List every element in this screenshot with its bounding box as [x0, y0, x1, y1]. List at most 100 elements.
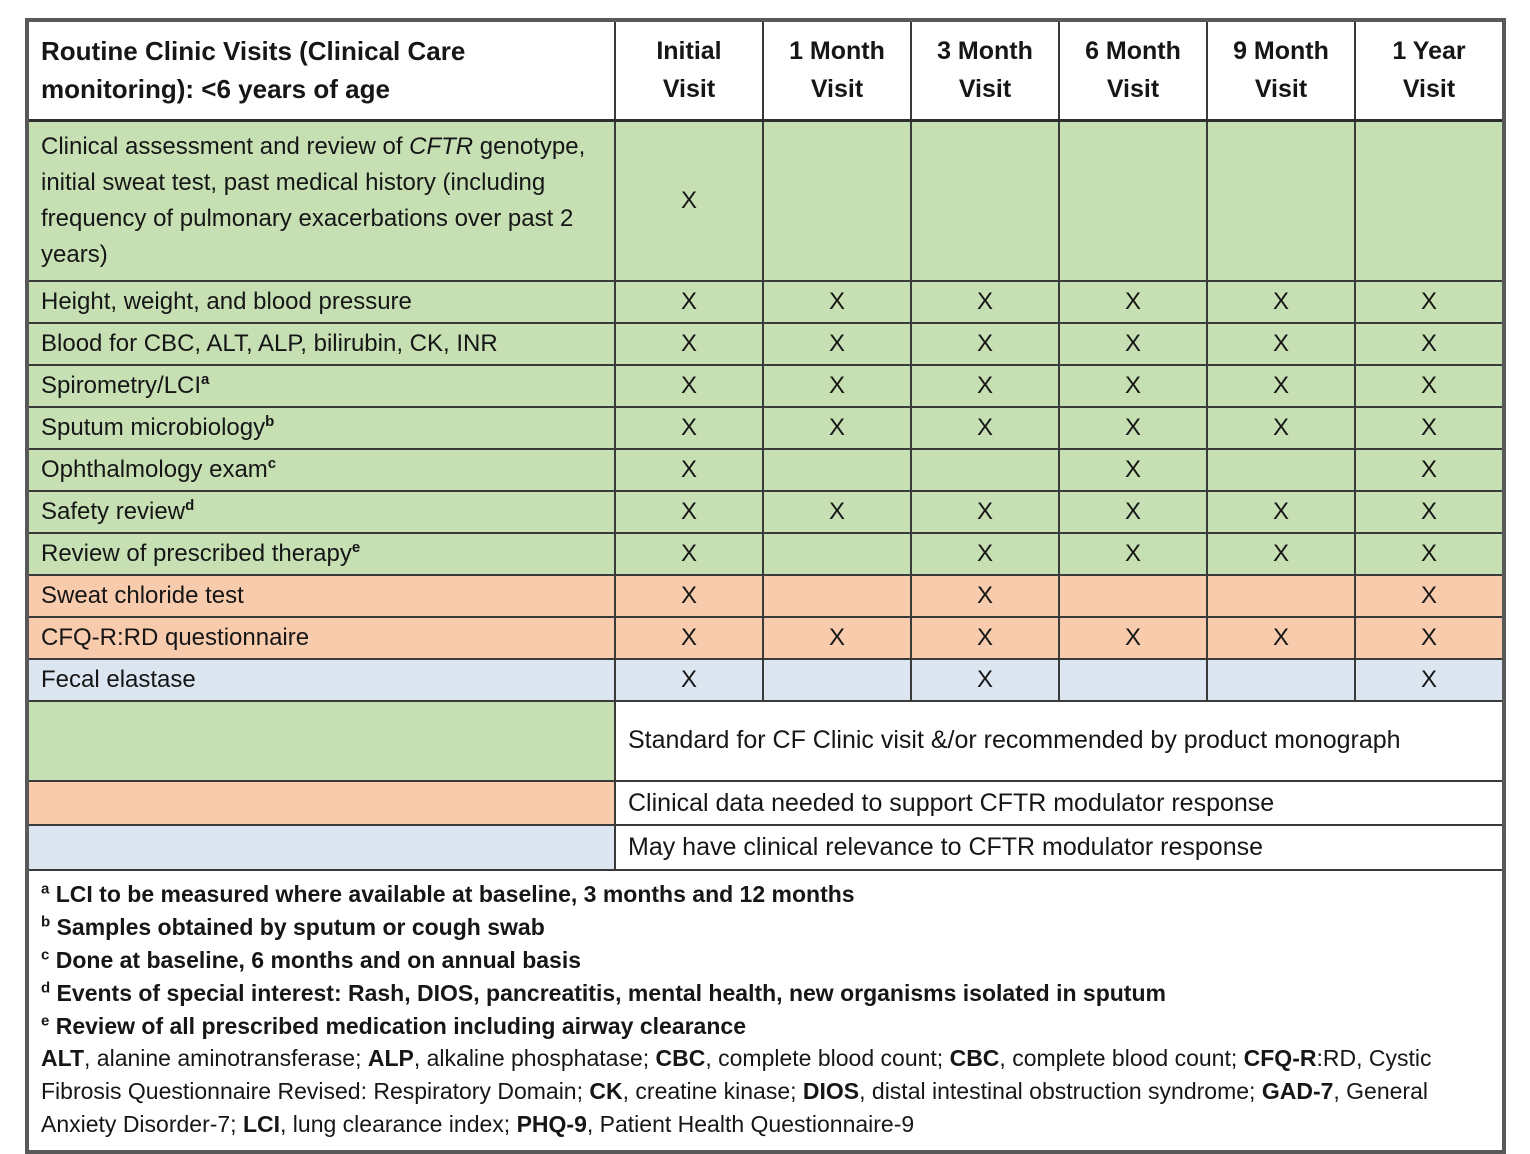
visit-mark-cell: X: [1354, 405, 1505, 450]
legend-swatch-blue: [26, 824, 616, 871]
visit-mark-cell: X: [614, 321, 764, 366]
row-label: Fecal elastase: [26, 657, 616, 702]
visit-mark-cell: [1058, 119, 1208, 282]
visit-mark-cell: X: [614, 119, 764, 282]
visit-mark-cell: X: [762, 405, 912, 450]
table-row: Sweat chloride test X X X: [26, 573, 1505, 618]
visit-mark-cell: [1058, 657, 1208, 702]
visit-mark-cell: X: [614, 363, 764, 408]
visit-mark-cell: X: [1354, 363, 1505, 408]
visit-mark-cell: X: [1354, 447, 1505, 492]
table-row: Fecal elastase X X X: [26, 657, 1505, 702]
visit-mark-cell: [762, 573, 912, 618]
legend-swatch-green: [26, 699, 616, 782]
legend-row: Standard for CF Clinic visit &/or recomm…: [26, 699, 1505, 782]
table-title: Routine Clinic Visits (Clinical Care mon…: [26, 19, 616, 122]
visit-mark-cell: X: [1354, 657, 1505, 702]
visit-mark-cell: [1206, 573, 1356, 618]
table-row: Spirometry/LCIa X X X X X X: [26, 363, 1505, 408]
footnote: b Samples obtained by sputum or cough sw…: [41, 913, 545, 940]
visit-mark-cell: X: [910, 531, 1060, 576]
visit-mark-cell: X: [1058, 489, 1208, 534]
visit-mark-cell: [762, 531, 912, 576]
document-page: Routine Clinic Visits (Clinical Care mon…: [25, 18, 1506, 1154]
visit-mark-cell: X: [1206, 279, 1356, 324]
table-row: Height, weight, and blood pressure X X X X X X: [26, 279, 1505, 324]
footnotes-section: a LCI to be measured where available at …: [26, 869, 1505, 1153]
table-row: Review of prescribed therapye X X X X X: [26, 531, 1505, 576]
visit-mark-cell: X: [1354, 573, 1505, 618]
legend-section: Standard for CF Clinic visit &/or recomm…: [26, 699, 1505, 871]
row-label: Sputum microbiologyb: [26, 405, 616, 450]
visit-mark-cell: X: [910, 363, 1060, 408]
column-header: 3 Month Visit: [910, 19, 1060, 122]
footnotes-cell: a LCI to be measured where available at …: [26, 869, 1505, 1153]
row-label: Review of prescribed therapye: [26, 531, 616, 576]
visit-mark-cell: X: [762, 363, 912, 408]
table-body: Clinical assessment and review of CFTR g…: [26, 119, 1505, 702]
visit-mark-cell: X: [910, 279, 1060, 324]
column-header: 6 Month Visit: [1058, 19, 1208, 122]
visit-mark-cell: X: [614, 657, 764, 702]
visit-mark-cell: X: [1058, 447, 1208, 492]
legend-row: Clinical data needed to support CFTR mod…: [26, 779, 1505, 827]
visit-mark-cell: [1206, 119, 1356, 282]
visit-mark-cell: X: [1354, 279, 1505, 324]
visit-mark-cell: [1058, 573, 1208, 618]
table-row: CFQ-R:RD questionnaire X X X X X X: [26, 615, 1505, 660]
clinic-visits-table: Routine Clinic Visits (Clinical Care mon…: [25, 18, 1506, 1154]
row-label: Ophthalmology examc: [26, 447, 616, 492]
column-header: Initial Visit: [614, 19, 764, 122]
visit-mark-cell: [762, 447, 912, 492]
visit-mark-cell: X: [762, 489, 912, 534]
visit-mark-cell: X: [910, 615, 1060, 660]
legend-text: Standard for CF Clinic visit &/or recomm…: [614, 699, 1505, 782]
column-header: 1 Year Visit: [1354, 19, 1505, 122]
visit-mark-cell: X: [1058, 615, 1208, 660]
visit-mark-cell: X: [614, 531, 764, 576]
visit-mark-cell: X: [1206, 489, 1356, 534]
table-row: Ophthalmology examc X X X: [26, 447, 1505, 492]
visit-mark-cell: X: [614, 573, 764, 618]
legend-swatch-orange: [26, 779, 616, 827]
visit-mark-cell: X: [1354, 321, 1505, 366]
visit-mark-cell: X: [1058, 363, 1208, 408]
visit-mark-cell: X: [1206, 615, 1356, 660]
footnote: e Review of all prescribed medication in…: [41, 1011, 746, 1039]
footnote: d Events of special interest: Rash, DIOS…: [41, 978, 1166, 1006]
row-label: Safety reviewd: [26, 489, 616, 534]
visit-mark-cell: X: [910, 405, 1060, 450]
visit-mark-cell: X: [614, 447, 764, 492]
visit-mark-cell: X: [762, 615, 912, 660]
row-label: Sweat chloride test: [26, 573, 616, 618]
visit-mark-cell: X: [1058, 405, 1208, 450]
row-label: Blood for CBC, ALT, ALP, bilirubin, CK, …: [26, 321, 616, 366]
visit-mark-cell: X: [910, 573, 1060, 618]
table-row: Clinical assessment and review of CFTR g…: [26, 119, 1505, 282]
footnote: c Done at baseline, 6 months and on annu…: [41, 946, 582, 973]
table-row: Safety reviewd X X X X X X: [26, 489, 1505, 534]
visit-mark-cell: X: [1058, 279, 1208, 324]
visit-mark-cell: X: [614, 489, 764, 534]
abbreviations: ALT, alanine aminotransferase; ALP, alka…: [41, 1045, 1432, 1138]
row-label: Spirometry/LCIa: [26, 363, 616, 408]
header-row: Routine Clinic Visits (Clinical Care mon…: [26, 19, 1505, 122]
legend-row: May have clinical relevance to CFTR modu…: [26, 824, 1505, 871]
visit-mark-cell: X: [1354, 531, 1505, 576]
visit-mark-cell: [1206, 657, 1356, 702]
visit-mark-cell: X: [1206, 531, 1356, 576]
column-header: 9 Month Visit: [1206, 19, 1356, 122]
visit-mark-cell: X: [614, 405, 764, 450]
column-header: 1 Month Visit: [762, 19, 912, 122]
visit-mark-cell: X: [614, 615, 764, 660]
visit-mark-cell: [762, 657, 912, 702]
visit-mark-cell: [1354, 119, 1505, 282]
visit-mark-cell: X: [1206, 405, 1356, 450]
visit-mark-cell: X: [1058, 321, 1208, 366]
table-row: Sputum microbiologyb X X X X X X: [26, 405, 1505, 450]
row-label: Clinical assessment and review of CFTR g…: [26, 119, 616, 282]
legend-text: Clinical data needed to support CFTR mod…: [614, 779, 1505, 827]
visit-mark-cell: X: [1206, 321, 1356, 366]
visit-mark-cell: X: [1354, 615, 1505, 660]
visit-mark-cell: X: [614, 279, 764, 324]
